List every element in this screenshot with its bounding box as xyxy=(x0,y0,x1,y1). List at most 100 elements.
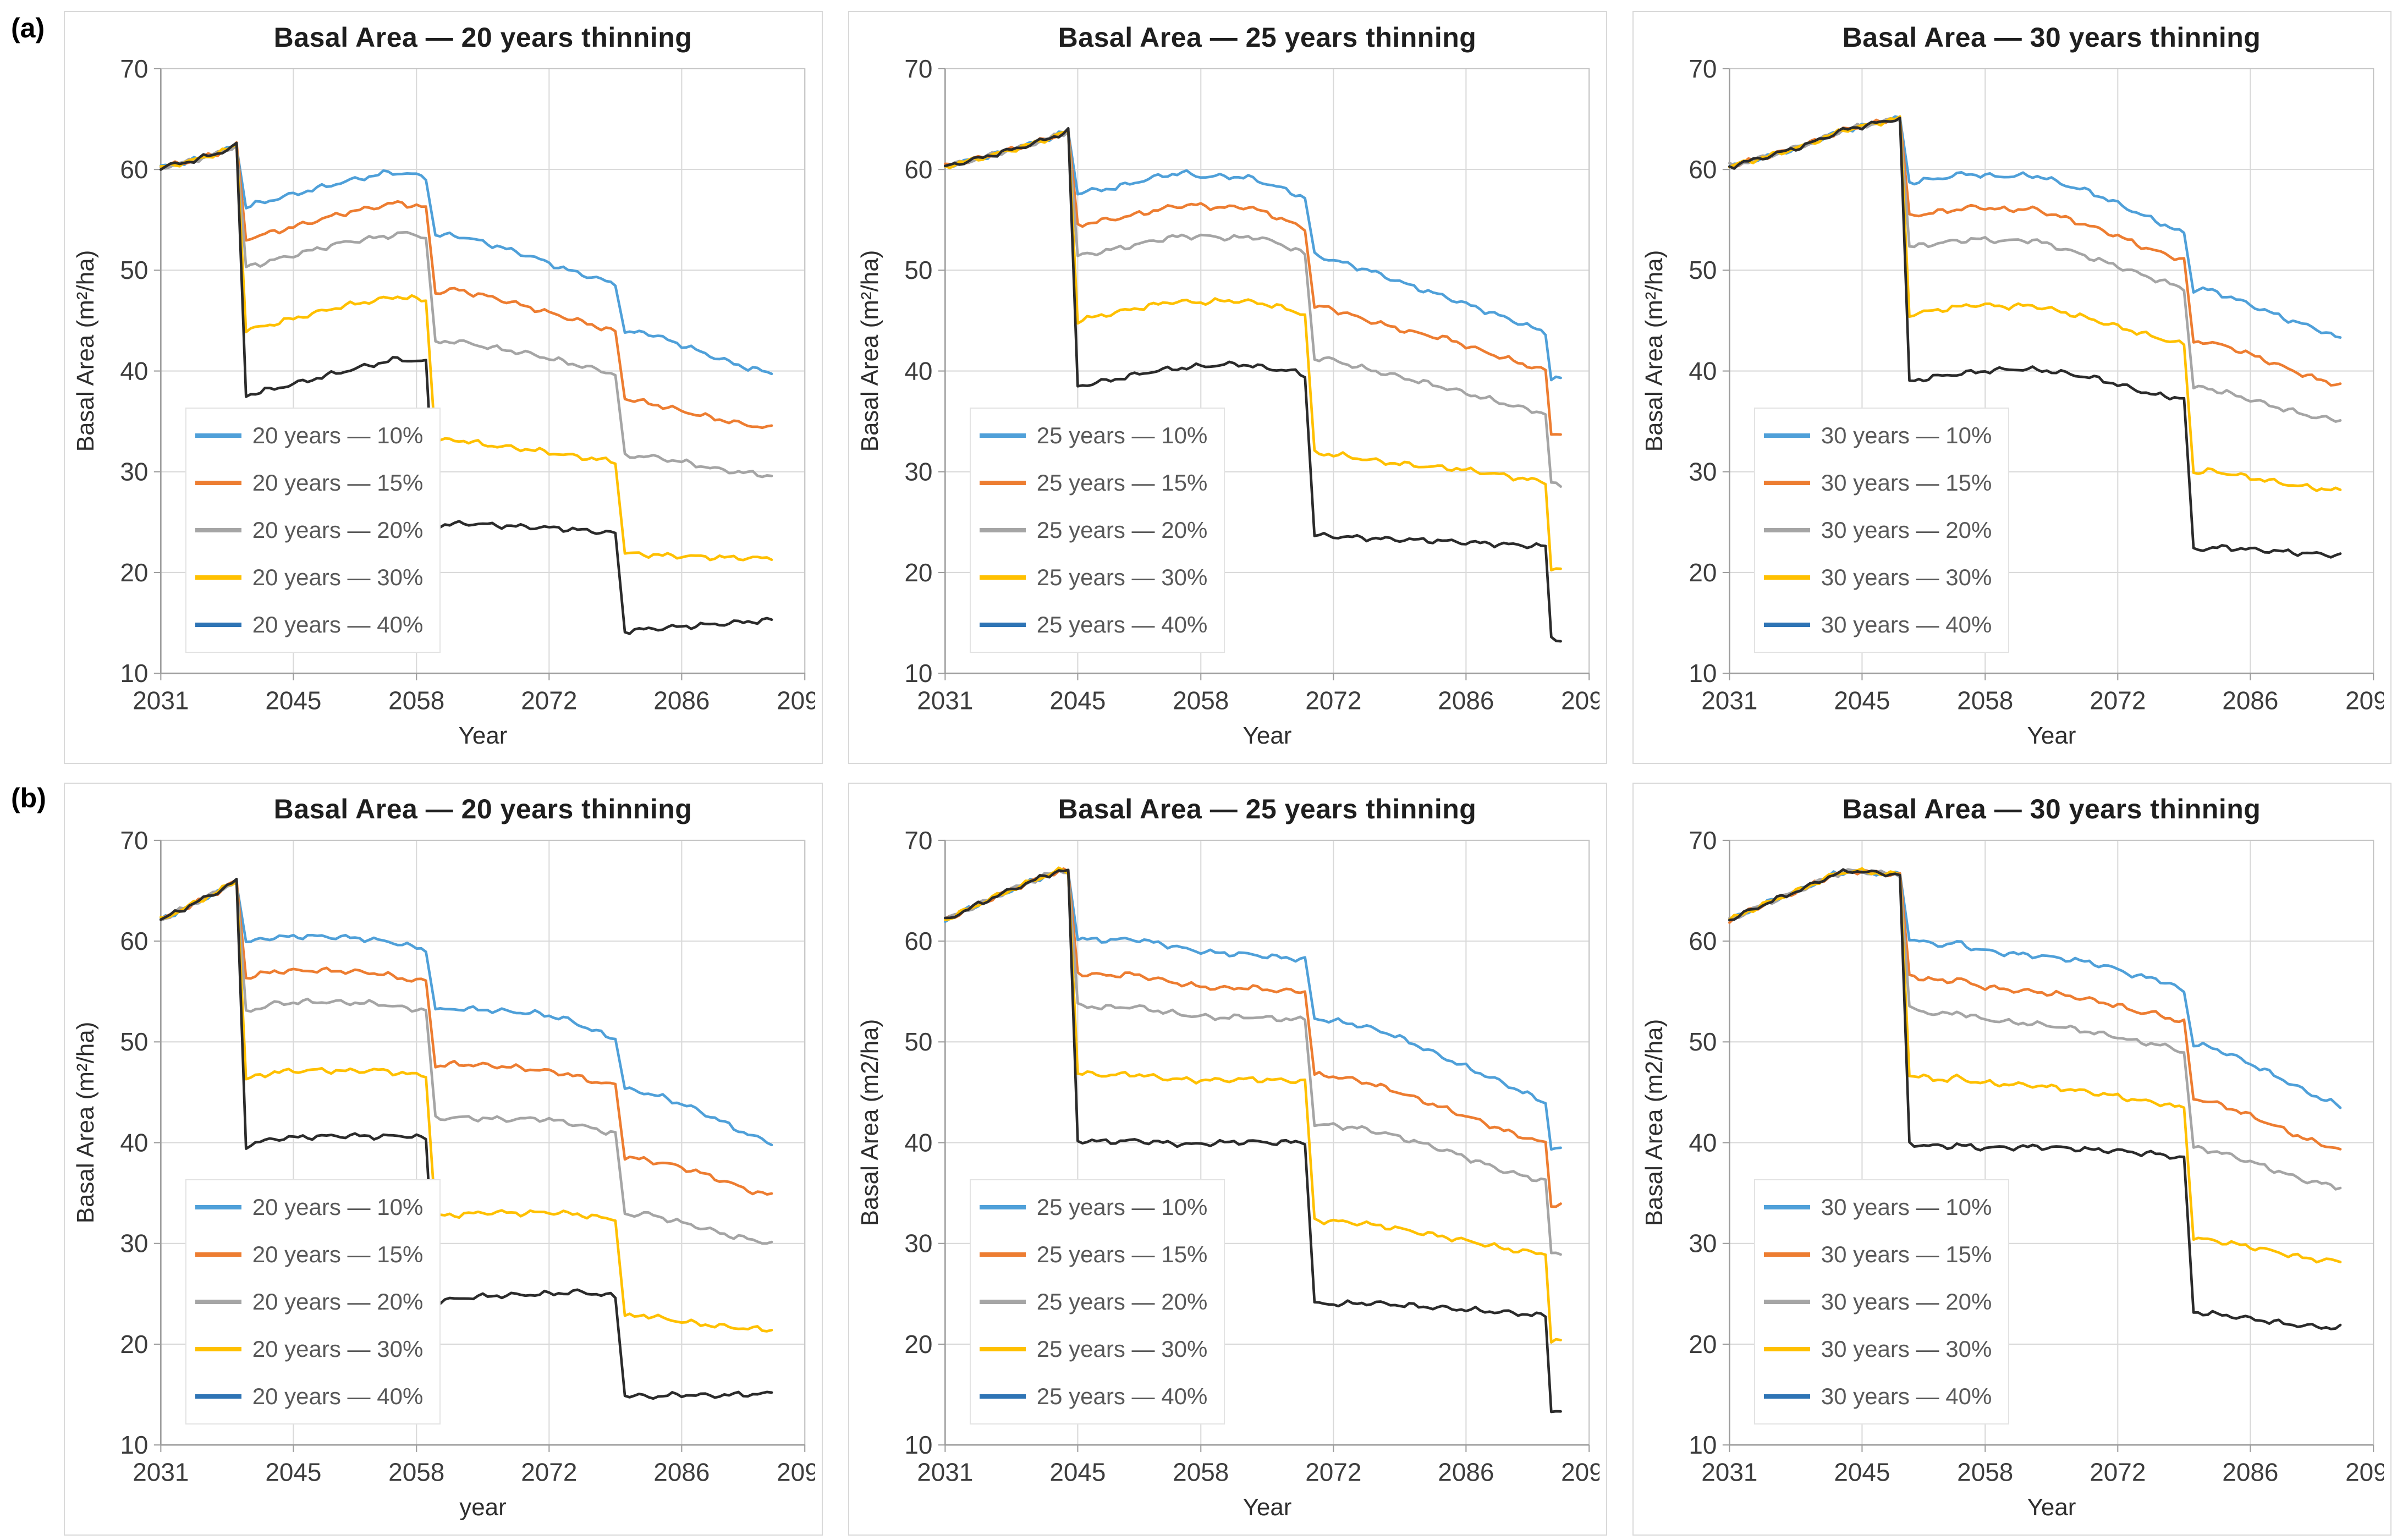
x-tick-label: 2058 xyxy=(1957,686,2013,714)
x-tick-label: 2086 xyxy=(653,686,710,714)
legend-item: 25 years — 20% xyxy=(979,507,1207,554)
legend-label: 30 years — 20% xyxy=(1821,516,1992,543)
legend-label: 20 years — 20% xyxy=(252,1288,424,1314)
x-tick-label: 2058 xyxy=(1173,686,1229,714)
x-axis-title: Year xyxy=(1243,722,1292,749)
legend: 25 years — 10% 25 years — 15% 25 years — 2… xyxy=(969,407,1225,653)
legend-item: 30 years — 20% xyxy=(1763,1278,1992,1326)
legend-swatch xyxy=(1763,1252,1810,1257)
legend-item: 20 years — 15% xyxy=(195,1231,424,1278)
chart-grid: Basal Area — 20 years thinning Basal Are… xyxy=(64,11,2391,1536)
legend-item: 30 years — 30% xyxy=(1763,1326,1992,1373)
x-tick-label: 2058 xyxy=(388,1458,444,1486)
legend-label: 25 years — 30% xyxy=(1036,1335,1208,1362)
legend-label: 30 years — 10% xyxy=(1821,422,1992,448)
panel-label-a: (a) xyxy=(11,13,45,43)
series-line-25 years — 15% xyxy=(944,867,1562,1208)
legend-label: 20 years — 30% xyxy=(252,1335,424,1362)
x-tick-label: 2045 xyxy=(1049,686,1106,714)
y-tick-label: 20 xyxy=(904,558,932,587)
series-line-25 years — 10% xyxy=(944,130,1562,382)
y-tick-label: 50 xyxy=(120,256,148,284)
legend-swatch xyxy=(1763,1299,1810,1304)
legend-label: 30 years — 30% xyxy=(1821,564,1992,590)
legend-label: 20 years — 15% xyxy=(252,1241,424,1267)
x-tick-label: 2086 xyxy=(2222,686,2278,714)
legend-item: 30 years — 15% xyxy=(1763,1231,1992,1278)
y-tick-label: 50 xyxy=(904,1027,932,1056)
y-tick-label: 70 xyxy=(904,59,932,83)
legend-swatch xyxy=(979,622,1026,627)
legend-item: 20 years — 10% xyxy=(195,1184,424,1231)
legend-item: 30 years — 30% xyxy=(1763,554,1992,601)
legend-label: 30 years — 40% xyxy=(1821,611,1992,637)
legend-label: 25 years — 10% xyxy=(1036,422,1208,448)
y-tick-label: 30 xyxy=(120,457,148,486)
y-tick-label: 10 xyxy=(1689,1431,1717,1459)
legend-label: 25 years — 30% xyxy=(1036,564,1208,590)
legend-item: 20 years — 40% xyxy=(195,601,424,648)
x-tick-label: 2031 xyxy=(133,686,189,714)
legend: 30 years — 10% 30 years — 15% 30 years — 2… xyxy=(1753,407,2010,653)
legend-label: 20 years — 20% xyxy=(252,516,424,543)
x-tick-label: 2031 xyxy=(133,1458,189,1486)
legend-item: 20 years — 20% xyxy=(195,507,424,554)
legend-swatch xyxy=(195,480,241,485)
x-tick-label: 2058 xyxy=(1173,1458,1229,1486)
legend-item: 25 years — 30% xyxy=(979,554,1208,601)
legend-swatch xyxy=(195,1252,241,1257)
legend-swatch xyxy=(1763,1394,1810,1399)
legend-swatch xyxy=(1763,433,1810,438)
series-line-25 years — 10% xyxy=(944,867,1562,1151)
x-tick-label: 2031 xyxy=(1701,686,1757,714)
legend-item: 30 years — 40% xyxy=(1763,601,1992,648)
legend-swatch xyxy=(195,527,241,532)
series-line-30 years — 15% xyxy=(1728,869,2342,1151)
legend-label: 20 years — 10% xyxy=(252,1194,424,1220)
legend-item: 25 years — 30% xyxy=(979,1326,1208,1373)
y-tick-label: 50 xyxy=(1689,1027,1717,1056)
x-tick-label: 2099 xyxy=(777,1458,815,1486)
legend-item: 30 years — 10% xyxy=(1763,412,1992,459)
legend-swatch xyxy=(1763,1204,1810,1209)
y-tick-label: 50 xyxy=(904,256,932,284)
chart-panel-a2: Basal Area — 25 years thinning Basal Are… xyxy=(848,11,1607,764)
legend-swatch xyxy=(979,527,1026,532)
legend-swatch xyxy=(1763,480,1810,485)
legend-item: 25 years — 20% xyxy=(979,1278,1208,1326)
y-axis-title: Basal Area (m²/ha) xyxy=(1641,250,1668,452)
legend-item: 20 years — 30% xyxy=(195,554,423,601)
legend-label: 25 years — 40% xyxy=(1036,611,1208,637)
legend-swatch xyxy=(979,575,1026,580)
x-tick-label: 2045 xyxy=(1834,686,1890,714)
legend-item: 20 years — 40% xyxy=(195,1373,423,1420)
x-tick-label: 2072 xyxy=(2090,1458,2146,1486)
y-tick-label: 70 xyxy=(120,831,148,855)
legend-item: 30 years — 40% xyxy=(1763,1373,1992,1420)
y-tick-label: 60 xyxy=(120,155,148,184)
y-tick-label: 20 xyxy=(120,1330,148,1358)
legend-swatch xyxy=(979,1346,1026,1351)
chart-title: Basal Area — 25 years thinning xyxy=(1058,794,1477,824)
y-tick-label: 40 xyxy=(1689,356,1717,385)
x-tick-label: 2072 xyxy=(1305,686,1361,714)
chart-title: Basal Area — 30 years thinning xyxy=(1842,794,2261,824)
legend-item: 20 years — 15% xyxy=(195,459,423,507)
legend-swatch xyxy=(195,1346,241,1351)
legend-label: 20 years — 40% xyxy=(252,611,424,637)
legend-swatch xyxy=(979,1204,1026,1209)
legend-label: 25 years — 10% xyxy=(1036,1194,1208,1220)
x-tick-label: 2086 xyxy=(1438,686,1494,714)
legend-label: 30 years — 15% xyxy=(1821,469,1992,496)
legend-swatch xyxy=(195,1394,241,1399)
series-line-20 years — 10% xyxy=(160,145,773,376)
series-line-20 years — 20% xyxy=(160,880,773,1245)
x-tick-label: 2099 xyxy=(1561,686,1599,714)
legend-label: 25 years — 20% xyxy=(1036,1288,1208,1314)
x-axis-title: Year xyxy=(458,722,508,749)
y-tick-label: 70 xyxy=(904,831,932,855)
series-line-20 years — 40% xyxy=(160,141,773,635)
legend-item: 20 years — 20% xyxy=(195,1278,424,1326)
legend-label: 30 years — 30% xyxy=(1821,1335,1992,1362)
chart-title: Basal Area — 30 years thinning xyxy=(1842,22,2261,53)
